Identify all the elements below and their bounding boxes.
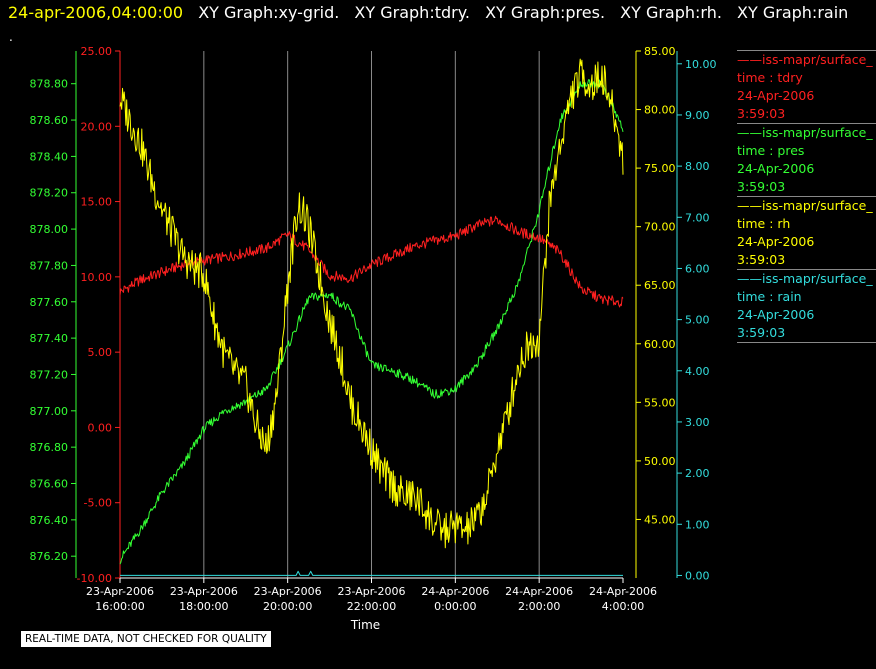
series-line-rain xyxy=(120,570,623,576)
legend-entry-time: 3:59:03 xyxy=(737,325,786,340)
pres-axis-tick-label: 876.60 xyxy=(30,478,69,491)
legend-entry-time: 3:59:03 xyxy=(737,252,786,267)
series-line-rh xyxy=(119,58,624,549)
header-graph-rh[interactable]: XY Graph:rh. xyxy=(620,3,722,22)
pres-axis-tick-label: 878.00 xyxy=(30,223,69,236)
legend-entry-time: 3:59:03 xyxy=(737,106,786,121)
tdry-axis-tick-label: 15.00 xyxy=(81,196,113,209)
x-axis-tick-label: 23-Apr-2006 22:00:00 xyxy=(337,585,405,613)
legend-entry-1[interactable]: ——iss-mapr/surface_time : pres 24-Apr-200… xyxy=(737,124,876,196)
x-axis-tick-label: 23-Apr-2006 18:00:00 xyxy=(170,585,238,613)
legend-entry-label: time : rain xyxy=(737,289,802,304)
tdry-axis-tick-label: 10.00 xyxy=(81,271,113,284)
rh-axis-tick-label: 55.00 xyxy=(644,396,676,409)
legend: ——iss-mapr/surface_ time : tdry 24-Apr-200… xyxy=(737,50,876,343)
legend-separator xyxy=(737,269,876,270)
tdry-axis-tick-label: 20.00 xyxy=(81,120,113,133)
pres-axis-tick-label: 878.80 xyxy=(30,78,69,91)
rain-axis-tick-label: 9.00 xyxy=(685,109,710,122)
pres-axis-tick-label: 877.20 xyxy=(30,368,69,381)
rain-axis-tick-label: 10.00 xyxy=(685,58,717,71)
legend-entry-date: 24-Apr-2006 xyxy=(737,307,815,322)
x-axis-tick-label: 24-Apr-2006 2:00:00 xyxy=(505,585,573,613)
legend-entry-name: ——iss-mapr/surface_ xyxy=(737,271,873,286)
rain-axis-tick-label: 3.00 xyxy=(685,416,710,429)
pres-axis-tick-label: 876.20 xyxy=(30,550,69,563)
rain-axis-tick-label: 8.00 xyxy=(685,160,710,173)
header: 24-apr-2006,04:00:00 XY Graph:xy-grid. X… xyxy=(8,3,848,23)
tdry-axis-tick-label: -5.00 xyxy=(84,497,112,510)
legend-entry-label: time : pres xyxy=(737,143,805,158)
header-graph-tdry[interactable]: XY Graph:tdry. xyxy=(354,3,470,22)
rain-axis-tick-label: 7.00 xyxy=(685,211,710,224)
tdry-axis-tick-label: -10.00 xyxy=(77,572,112,585)
legend-entry-date: 24-Apr-2006 xyxy=(737,161,815,176)
x-axis-label: Time xyxy=(350,618,380,632)
header-graph-xy-grid[interactable]: XY Graph:xy-grid. xyxy=(198,3,340,22)
pres-axis-tick-label: 877.60 xyxy=(30,296,69,309)
tdry-axis-tick-label: 5.00 xyxy=(88,346,113,359)
legend-entry-name: ——iss-mapr/surface_ xyxy=(737,198,873,213)
header-dot: . xyxy=(9,30,13,44)
legend-separator xyxy=(737,123,876,124)
pres-axis-tick-label: 878.40 xyxy=(30,150,69,163)
pres-axis-tick-label: 877.00 xyxy=(30,405,69,418)
legend-entry-0[interactable]: ——iss-mapr/surface_time : tdry 24-Apr-200… xyxy=(737,51,876,123)
legend-separator xyxy=(737,342,876,343)
legend-entry-label: time : tdry xyxy=(737,70,803,85)
legend-entry-name: ——iss-mapr/surface_ xyxy=(737,52,873,67)
rain-axis-tick-label: 0.00 xyxy=(685,569,710,582)
rh-axis-tick-label: 80.00 xyxy=(644,104,676,117)
rh-axis-tick-label: 85.00 xyxy=(644,45,676,58)
legend-entry-date: 24-Apr-2006 xyxy=(737,88,815,103)
rain-axis-tick-label: 4.00 xyxy=(685,365,710,378)
tdry-axis-tick-label: 25.00 xyxy=(81,45,113,58)
legend-entry-3[interactable]: ——iss-mapr/surface_time : rain 24-Apr-200… xyxy=(737,270,876,342)
header-time: 24-apr-2006,04:00:00 xyxy=(8,3,184,22)
legend-entry-label: time : rh xyxy=(737,216,791,231)
x-axis-tick-label: 24-Apr-2006 0:00:00 xyxy=(421,585,489,613)
x-axis-tick-label: 24-Apr-2006 4:00:00 xyxy=(589,585,657,613)
legend-separator xyxy=(737,196,876,197)
rh-axis-tick-label: 50.00 xyxy=(644,455,676,468)
legend-entry-time: 3:59:03 xyxy=(737,179,786,194)
pres-axis-tick-label: 876.40 xyxy=(30,514,69,527)
quality-disclaimer: REAL-TIME DATA, NOT CHECKED FOR QUALITY xyxy=(21,631,271,647)
x-axis-tick-label: 23-Apr-2006 16:00:00 xyxy=(86,585,154,613)
pres-axis-tick-label: 877.80 xyxy=(30,259,69,272)
rain-axis-tick-label: 6.00 xyxy=(685,262,710,275)
x-axis-tick-label: 23-Apr-2006 20:00:00 xyxy=(254,585,322,613)
rh-axis-tick-label: 45.00 xyxy=(644,513,676,526)
legend-entry-2[interactable]: ——iss-mapr/surface_time : rh 24-Apr-2006 3… xyxy=(737,197,876,269)
rh-axis-tick-label: 70.00 xyxy=(644,221,676,234)
rain-axis-tick-label: 1.00 xyxy=(685,518,710,531)
rh-axis-tick-label: 75.00 xyxy=(644,162,676,175)
pres-axis-tick-label: 877.40 xyxy=(30,332,69,345)
series-line-pres xyxy=(119,79,624,565)
header-graph-pres[interactable]: XY Graph:pres. xyxy=(485,3,606,22)
rh-axis-tick-label: 60.00 xyxy=(644,338,676,351)
legend-entry-name: ——iss-mapr/surface_ xyxy=(737,125,873,140)
rain-axis-tick-label: 5.00 xyxy=(685,314,710,327)
rh-axis-tick-label: 65.00 xyxy=(644,279,676,292)
pres-axis-tick-label: 878.20 xyxy=(30,187,69,200)
header-graph-rain[interactable]: XY Graph:rain xyxy=(737,3,849,22)
series-line-tdry xyxy=(119,215,624,308)
rain-axis-tick-label: 2.00 xyxy=(685,467,710,480)
pres-axis-tick-label: 878.60 xyxy=(30,114,69,127)
pres-axis-tick-label: 876.80 xyxy=(30,441,69,454)
tdry-axis-tick-label: 0.00 xyxy=(88,421,113,434)
legend-top-separator xyxy=(737,50,876,51)
legend-entry-date: 24-Apr-2006 xyxy=(737,234,815,249)
